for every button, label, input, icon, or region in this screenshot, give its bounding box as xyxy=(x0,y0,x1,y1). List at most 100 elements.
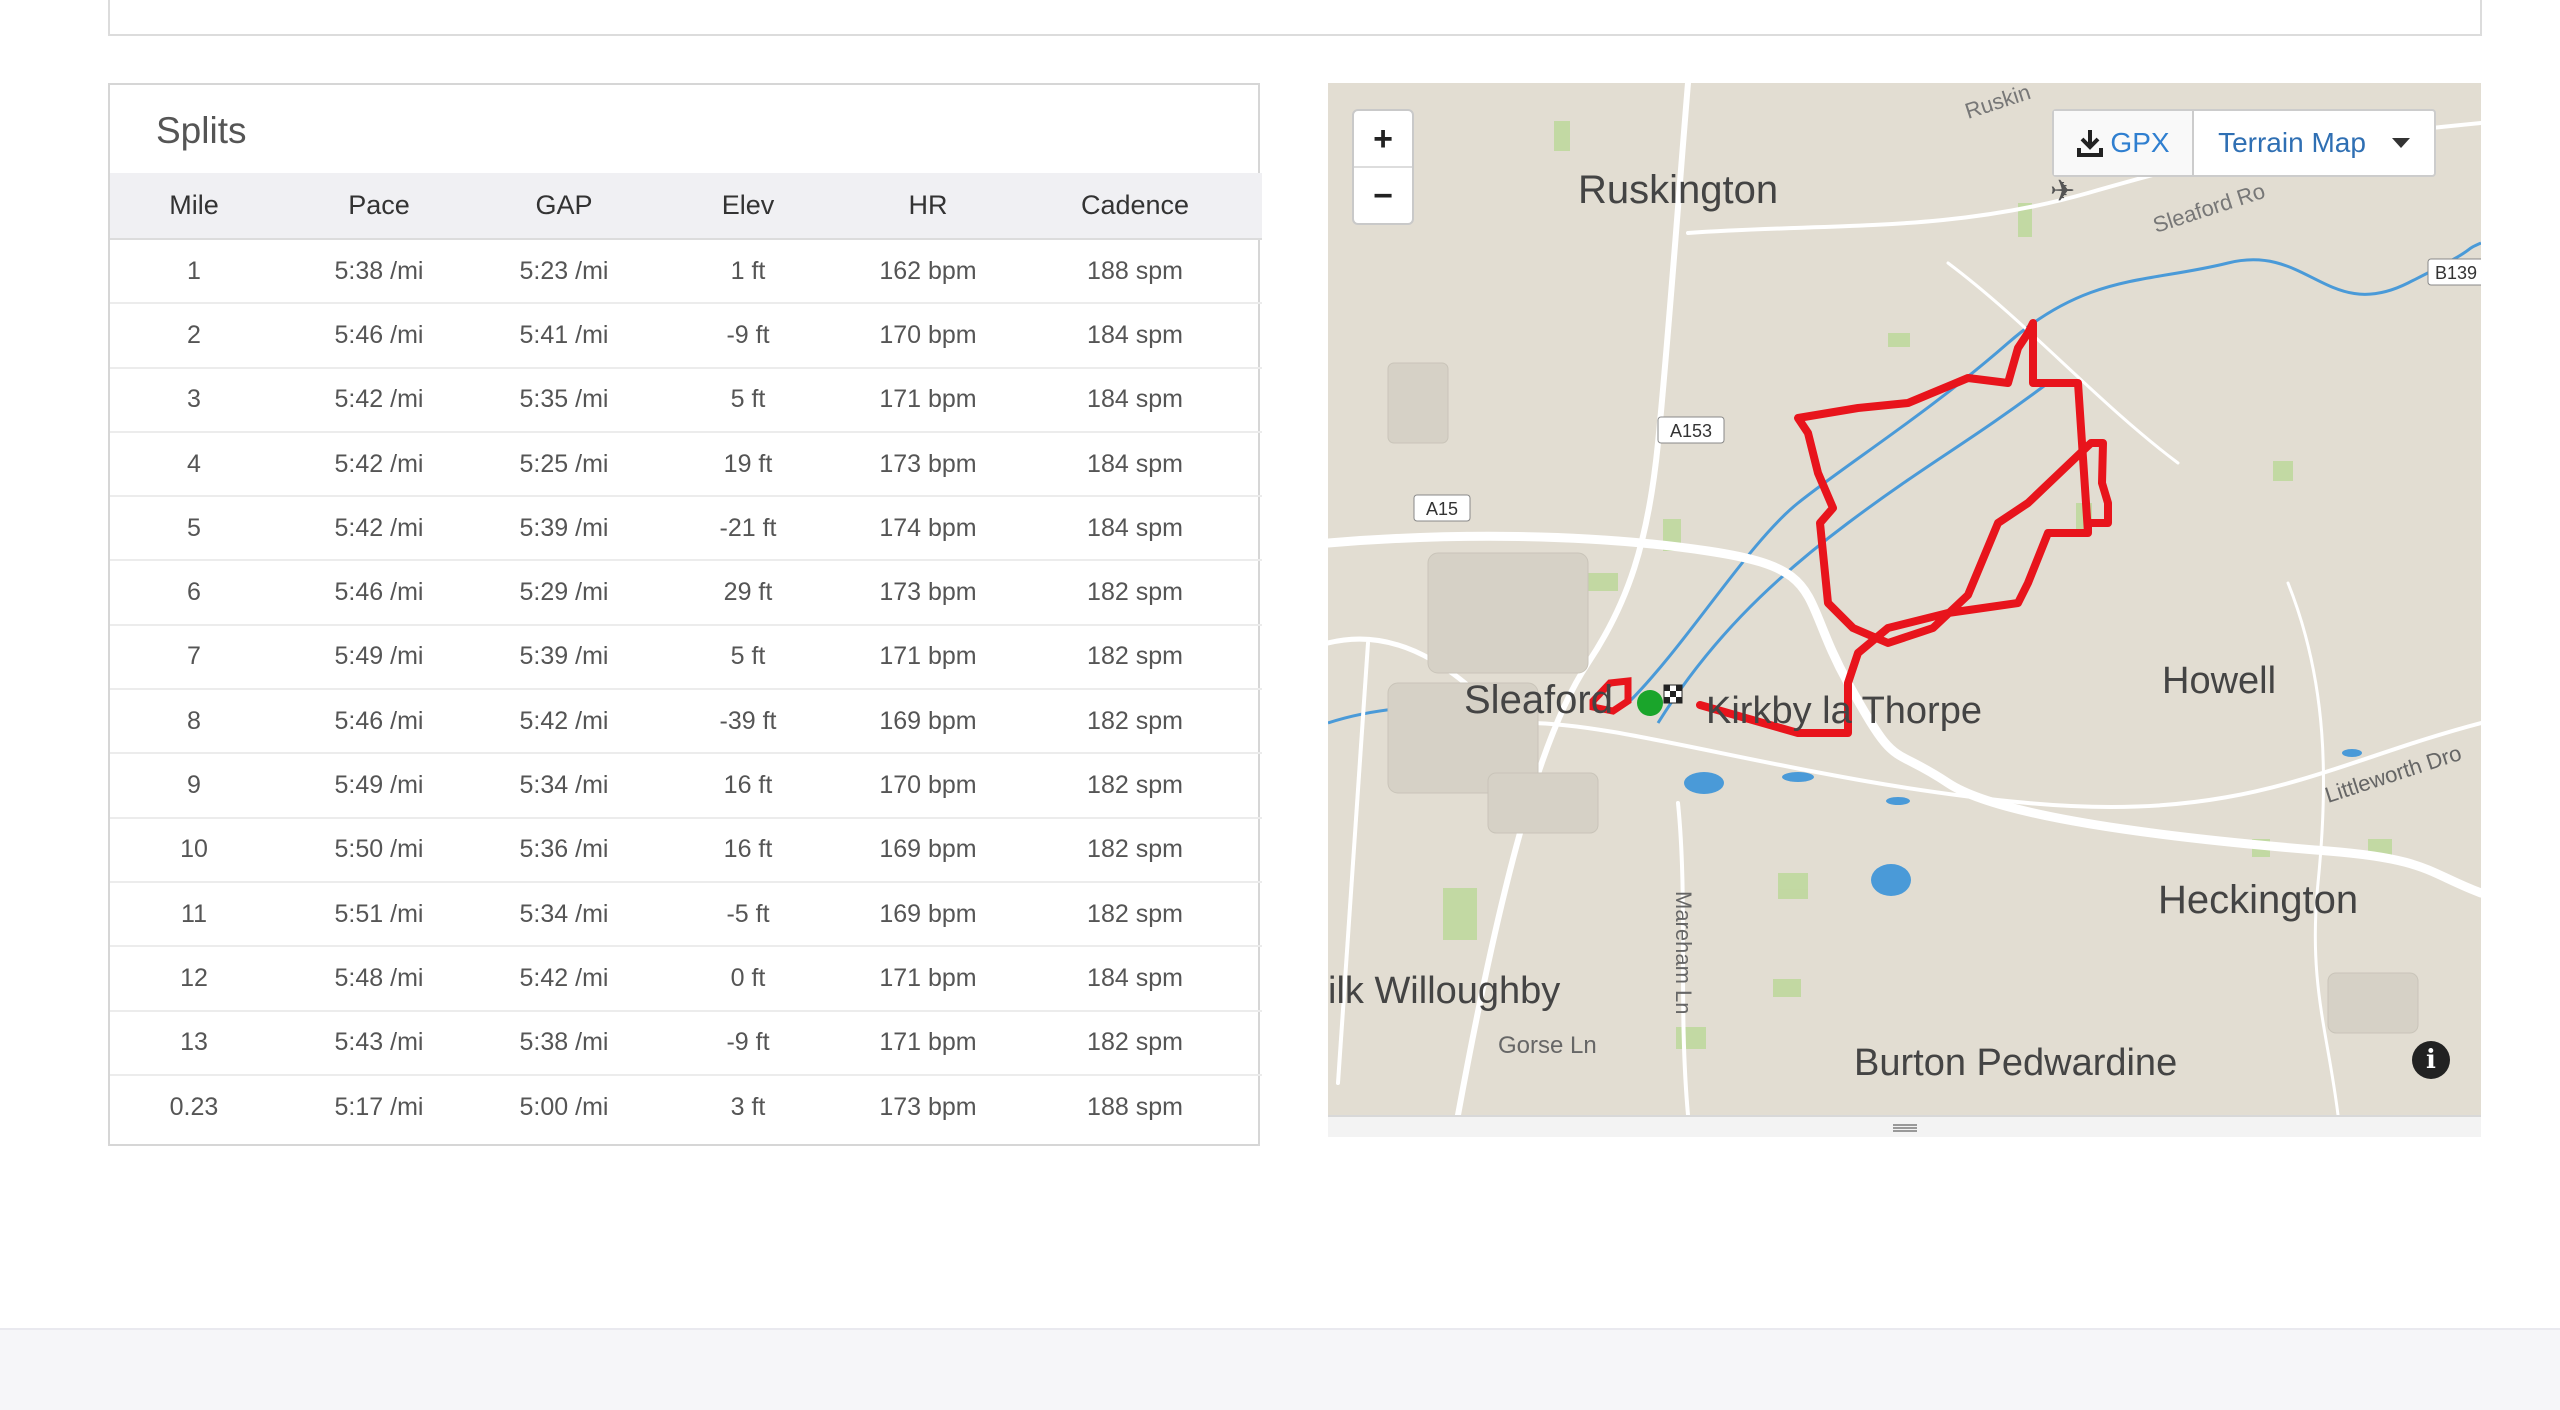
cell-gap: 5:41 /mi xyxy=(480,303,648,369)
map-info-icon[interactable]: i xyxy=(2412,1041,2450,1079)
water-features xyxy=(1328,241,2481,896)
activity-summary-panel xyxy=(108,0,2482,36)
cell-mile: 13 xyxy=(110,1010,278,1076)
cell-elev: 29 ft xyxy=(648,560,848,626)
finish-flag-icon xyxy=(1663,684,1683,704)
column-header-cadence: Cadence xyxy=(1008,173,1262,240)
cell-hr: 169 bpm xyxy=(848,817,1008,883)
cell-mile: 9 xyxy=(110,753,278,819)
cell-pace: 5:38 /mi xyxy=(278,239,480,305)
cell-cadence: 182 spm xyxy=(1008,1010,1262,1076)
cell-gap: 5:42 /mi xyxy=(480,689,648,755)
table-row: 4 5:42 /mi 5:25 /mi 19 ft 173 bpm 184 spm xyxy=(110,431,1262,498)
cell-pace: 5:49 /mi xyxy=(278,624,480,691)
cell-pace: 5:46 /mi xyxy=(278,560,480,626)
label-howell: Howell xyxy=(2162,660,2276,702)
cell-pace: 5:42 /mi xyxy=(278,431,480,498)
cell-cadence: 188 spm xyxy=(1008,239,1262,305)
cell-pace: 5:43 /mi xyxy=(278,1010,480,1076)
map-zoom-control: + − xyxy=(1352,109,1414,225)
table-row: 0.23 5:17 /mi 5:00 /mi 3 ft 173 bpm 188 spm xyxy=(110,1075,1262,1139)
cell-pace: 5:50 /mi xyxy=(278,817,480,883)
column-header-gap: GAP xyxy=(480,173,648,240)
label-willoughby: ilk Willoughby xyxy=(1328,970,1560,1012)
cell-cadence: 184 spm xyxy=(1008,946,1262,1012)
cell-pace: 5:46 /mi xyxy=(278,689,480,755)
label-burton-pedwardine: Burton Pedwardine xyxy=(1854,1042,2177,1084)
cell-gap: 5:34 /mi xyxy=(480,753,648,819)
cell-elev: 0 ft xyxy=(648,946,848,1012)
cell-pace: 5:48 /mi xyxy=(278,946,480,1012)
cell-mile: 4 xyxy=(110,431,278,498)
table-row: 8 5:46 /mi 5:42 /mi -39 ft 169 bpm 182 spm xyxy=(110,689,1262,755)
cell-cadence: 184 spm xyxy=(1008,367,1262,433)
cell-mile: 5 xyxy=(110,496,278,562)
cell-mile: 0.23 xyxy=(169,1093,219,1121)
cell-hr: 174 bpm xyxy=(848,496,1008,562)
town-areas xyxy=(1387,362,2419,1034)
splits-header-row: Mile Pace GAP Elev HR Cadence xyxy=(110,173,1262,240)
cell-cadence: 184 spm xyxy=(1008,431,1262,498)
cell-elev: 3 ft xyxy=(730,1093,766,1121)
cell-pace: 5:17 /mi xyxy=(334,1093,424,1121)
table-row: 2 5:46 /mi 5:41 /mi -9 ft 170 bpm 184 spm xyxy=(110,303,1262,369)
cell-pace: 5:42 /mi xyxy=(278,367,480,433)
cell-pace: 5:46 /mi xyxy=(278,303,480,369)
route-loop-sleaford xyxy=(1589,677,1632,715)
table-row: 1 5:38 /mi 5:23 /mi 1 ft 162 bpm 188 spm xyxy=(110,239,1262,305)
label-gorse-lane: Gorse Ln xyxy=(1498,1032,1597,1059)
label-heckington: Heckington xyxy=(2158,878,2358,922)
gpx-label: GPX xyxy=(2110,127,2170,158)
chevron-down-icon xyxy=(2391,138,2410,148)
route-map[interactable]: Ruskington Ruskin Sleaford Kirkby la Tho… xyxy=(1328,83,2481,1137)
column-header-hr: HR xyxy=(848,173,1008,240)
cell-gap: 5:23 /mi xyxy=(480,239,648,305)
route-line xyxy=(1696,319,2112,737)
map-resize-handle[interactable] xyxy=(1328,1115,2481,1137)
zoom-in-button[interactable]: + xyxy=(1354,111,1412,168)
cell-hr: 170 bpm xyxy=(848,753,1008,819)
table-row: 6 5:46 /mi 5:29 /mi 29 ft 173 bpm 182 spm xyxy=(110,560,1262,626)
map-type-dropdown[interactable]: Terrain Map xyxy=(2194,111,2434,175)
cell-hr: 173 bpm xyxy=(879,1093,977,1121)
cell-elev: -21 ft xyxy=(648,496,848,562)
cell-gap: 5:42 /mi xyxy=(480,946,648,1012)
cell-hr: 171 bpm xyxy=(848,946,1008,1012)
cell-gap: 5:25 /mi xyxy=(480,431,648,498)
cell-elev: 19 ft xyxy=(648,431,848,498)
column-header-elev: Elev xyxy=(648,173,848,240)
cell-gap: 5:35 /mi xyxy=(480,367,648,433)
cell-gap: 5:36 /mi xyxy=(480,817,648,883)
cell-cadence: 182 spm xyxy=(1008,624,1262,691)
splits-title: Splits xyxy=(156,110,247,151)
cell-gap: 5:39 /mi xyxy=(480,496,648,562)
terrain-map-canvas[interactable]: Ruskington Ruskin Sleaford Kirkby la Tho… xyxy=(1328,83,2481,1115)
label-sleaford-road: Sleaford Ro xyxy=(2150,178,2268,238)
download-icon xyxy=(2077,130,2104,157)
column-header-mile: Mile xyxy=(110,173,278,240)
cell-elev: -39 ft xyxy=(648,689,848,755)
splits-panel: Splits Mile Pace GAP Elev HR Cadence 1 5:… xyxy=(108,83,1262,1146)
cell-gap: 5:00 /mi xyxy=(519,1093,609,1121)
zoom-out-button[interactable]: − xyxy=(1373,177,1393,215)
cell-mile: 1 xyxy=(110,239,278,305)
table-row: 12 5:48 /mi 5:42 /mi 0 ft 171 bpm 184 spm xyxy=(110,946,1262,1012)
label-sleaford: Sleaford xyxy=(1464,678,1613,722)
cell-pace: 5:42 /mi xyxy=(278,496,480,562)
gpx-download-button[interactable]: GPX xyxy=(2054,111,2194,175)
cell-gap: 5:39 /mi xyxy=(480,624,648,691)
table-row: 9 5:49 /mi 5:34 /mi 16 ft 170 bpm 182 spm xyxy=(110,753,1262,819)
map-type-label: Terrain Map xyxy=(2218,127,2366,158)
table-row: 5 5:42 /mi 5:39 /mi -21 ft 174 bpm 184 spm xyxy=(110,496,1262,562)
cell-cadence: 184 spm xyxy=(1008,303,1262,369)
airfield-icon: ✈ xyxy=(2050,175,2075,208)
cell-elev: 5 ft xyxy=(648,367,848,433)
cell-gap: 5:34 /mi xyxy=(480,881,648,948)
cell-elev: -9 ft xyxy=(648,1010,848,1076)
cell-hr: 171 bpm xyxy=(848,1010,1008,1076)
label-kirkby-la-thorpe: Kirkby la Thorpe xyxy=(1706,690,1982,732)
table-row: 7 5:49 /mi 5:39 /mi 5 ft 171 bpm 182 spm xyxy=(110,624,1262,691)
cell-elev: 5 ft xyxy=(648,624,848,691)
cell-pace: 5:51 /mi xyxy=(278,881,480,948)
road-shield-b139: B139 xyxy=(2435,263,2477,283)
